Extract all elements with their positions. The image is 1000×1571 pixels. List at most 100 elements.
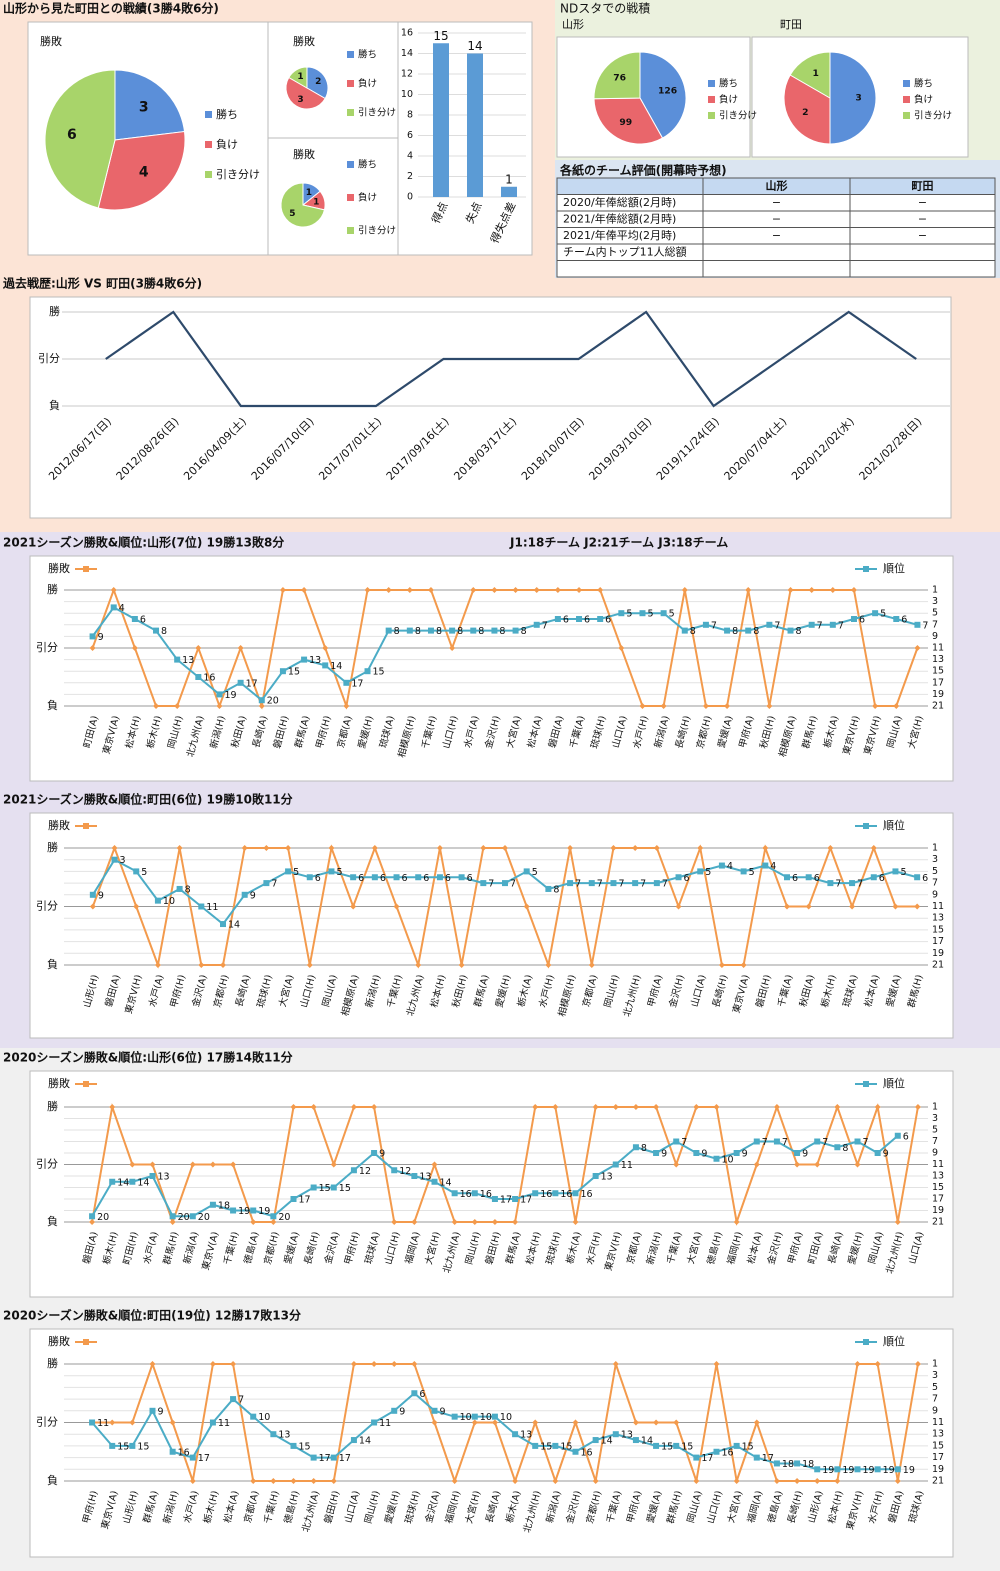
table-cell: 2021/年俸総額(2月時): [563, 211, 676, 225]
y2-tick-label: 7: [932, 619, 938, 630]
result-marker: [350, 903, 357, 910]
rank-marker: [787, 627, 794, 634]
data-label: 13: [601, 1172, 613, 1183]
pie-slice: [639, 51, 687, 139]
result-marker: [874, 1361, 881, 1367]
data-label: 15: [433, 29, 448, 43]
rank-marker: [597, 616, 604, 622]
data-label: 13: [278, 1430, 290, 1441]
rank-marker: [632, 1437, 639, 1444]
result-marker: [209, 1361, 216, 1367]
data-label: 13: [182, 655, 194, 666]
result-marker: [306, 962, 313, 968]
rank-marker: [512, 627, 519, 634]
rank-marker: [310, 1184, 317, 1191]
pie-slice: [97, 131, 186, 211]
result-marker: [773, 1104, 780, 1110]
rank-marker: [176, 885, 183, 892]
rank-marker: [914, 621, 921, 628]
legend-label: 順位: [883, 561, 905, 575]
data-label: 10: [258, 1412, 270, 1423]
table-cell: −: [772, 196, 781, 209]
data-label: 19: [883, 1465, 895, 1476]
result-marker: [576, 587, 583, 593]
data-label: 8: [457, 626, 463, 637]
rank-marker: [827, 880, 834, 887]
rank-marker: [350, 874, 357, 881]
data-label: 15: [137, 1441, 149, 1452]
y2-tick-label: 15: [932, 1440, 944, 1451]
rank-marker: [330, 1454, 337, 1461]
result-marker: [552, 1478, 559, 1484]
result-marker: [713, 1361, 720, 1367]
rank-marker: [153, 627, 160, 634]
result-marker: [385, 587, 392, 593]
legend-swatch: [708, 112, 715, 119]
result-marker: [350, 1361, 357, 1367]
data-label: 6: [140, 615, 146, 626]
data-label: 8: [499, 626, 505, 637]
result-marker: [834, 1478, 841, 1484]
rank-marker: [270, 1213, 277, 1220]
y-tick-label: 勝: [47, 1099, 58, 1113]
data-label: 4: [770, 861, 776, 872]
result-marker: [451, 1219, 458, 1225]
data-label: 6: [423, 873, 429, 884]
result-marker: [263, 845, 270, 851]
rank-marker: [576, 616, 583, 622]
rank-marker: [198, 903, 205, 910]
legend-label: 順位: [883, 1334, 905, 1348]
data-label: 15: [540, 1441, 552, 1452]
rank-marker: [567, 880, 574, 887]
legend-marker: [83, 1339, 89, 1345]
rank-marker: [854, 1466, 861, 1473]
result-marker: [718, 962, 725, 968]
data-label: 8: [436, 626, 442, 637]
data-label: 6: [922, 873, 928, 884]
data-label: 6: [467, 873, 473, 884]
result-marker: [808, 587, 815, 593]
data-label: 7: [835, 879, 841, 890]
result-marker: [854, 1361, 861, 1367]
rank-marker: [431, 1178, 438, 1185]
section-title: 山形から見た町田との戦績(3勝4敗6分): [3, 1, 219, 16]
data-label: 6: [315, 873, 321, 884]
result-marker: [415, 962, 422, 968]
panel-box: [29, 1070, 954, 1298]
rank-marker: [697, 868, 704, 875]
data-label: 3: [855, 93, 861, 104]
result-marker: [512, 587, 519, 593]
data-label: 18: [782, 1459, 794, 1470]
result-marker: [753, 1419, 760, 1426]
data-label: 14: [228, 920, 240, 931]
rank-marker: [111, 856, 118, 863]
table-cell: −: [772, 212, 781, 225]
data-label: 17: [246, 678, 258, 689]
result-marker: [279, 587, 286, 593]
data-label: 7: [922, 620, 928, 631]
rank-marker: [371, 1419, 378, 1426]
result-marker: [632, 1419, 639, 1426]
result-marker: [343, 703, 350, 709]
data-label: 6: [380, 873, 386, 884]
result-marker: [567, 845, 574, 851]
rank-marker: [693, 1454, 700, 1461]
y2-tick-label: 3: [932, 854, 938, 865]
result-marker: [471, 1219, 478, 1225]
result-marker: [612, 1104, 619, 1110]
data-label: 16: [581, 1189, 593, 1200]
legend-swatch: [347, 194, 354, 201]
rank-marker: [250, 1207, 257, 1214]
legend-label: 負け: [914, 94, 933, 106]
result-marker: [653, 1104, 660, 1110]
y2-tick-label: 17: [932, 1452, 944, 1463]
data-label: 6: [419, 1389, 425, 1400]
result-marker: [914, 1104, 921, 1110]
data-label: 9: [399, 1406, 405, 1417]
y2-tick-label: 11: [932, 643, 944, 654]
rank-marker: [653, 1442, 660, 1449]
result-marker: [149, 1361, 156, 1367]
panel-box: [29, 1328, 954, 1558]
result-marker: [870, 845, 877, 851]
data-label: 1: [505, 172, 513, 186]
